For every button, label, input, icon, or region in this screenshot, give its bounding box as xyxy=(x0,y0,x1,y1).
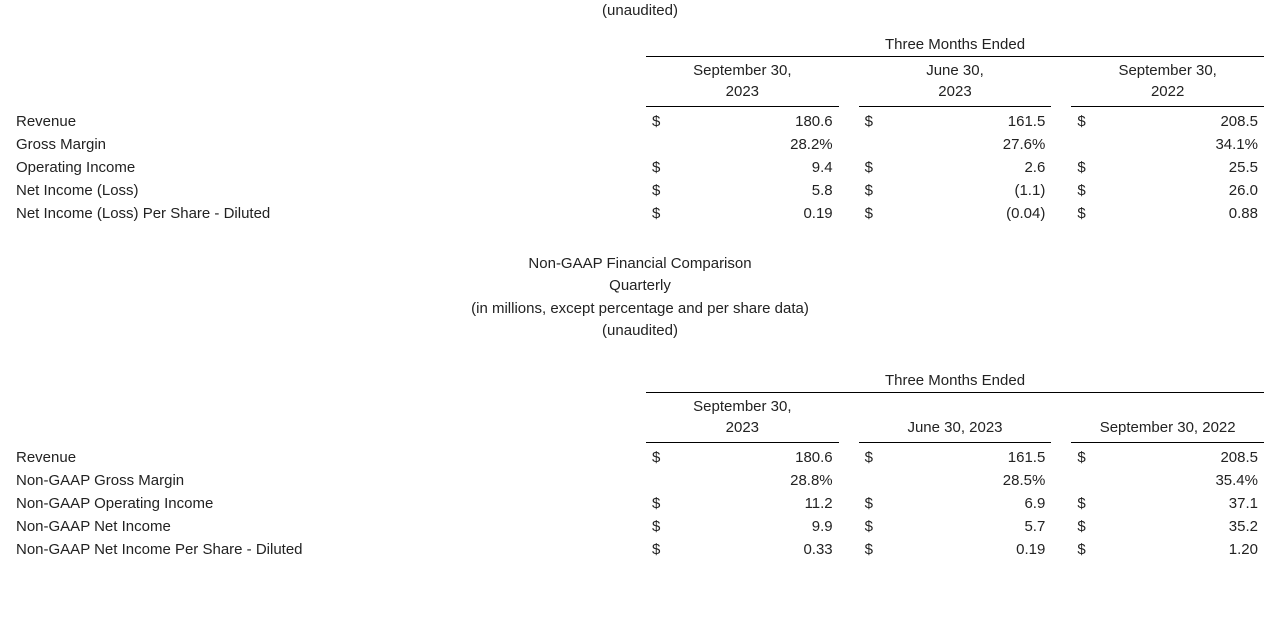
currency-symbol: $ xyxy=(1071,538,1101,561)
currency-symbol: $ xyxy=(1071,442,1101,469)
currency-symbol xyxy=(859,133,889,156)
currency-symbol: $ xyxy=(1071,202,1101,225)
currency-symbol: $ xyxy=(859,492,889,515)
row-label: Non-GAAP Net Income xyxy=(16,515,646,538)
period-2: June 30,2023 xyxy=(859,56,1052,106)
table-row: Non-GAAP Operating Income$11.2$6.9$37.1 xyxy=(16,492,1264,515)
cell-value: 35.2 xyxy=(1101,515,1264,538)
row-label: Gross Margin xyxy=(16,133,646,156)
cell-value: (1.1) xyxy=(889,179,1052,202)
currency-symbol xyxy=(646,469,676,492)
top-subtitle: (unaudited) xyxy=(16,0,1264,23)
period2-3: September 30, 2022 xyxy=(1071,392,1264,442)
cell-value: 1.20 xyxy=(1101,538,1264,561)
currency-symbol: $ xyxy=(646,156,676,179)
cell-value: 0.19 xyxy=(889,538,1052,561)
cell-value: 11.2 xyxy=(676,492,839,515)
cell-value: 5.7 xyxy=(889,515,1052,538)
currency-symbol: $ xyxy=(646,106,676,133)
cell-value: 9.9 xyxy=(676,515,839,538)
currency-symbol xyxy=(1071,469,1101,492)
cell-value: 180.6 xyxy=(676,106,839,133)
cell-value: 161.5 xyxy=(889,442,1052,469)
currency-symbol: $ xyxy=(646,179,676,202)
cell-value: 0.88 xyxy=(1101,202,1264,225)
nongaap-table: Three Months Ended September 30,2023 Jun… xyxy=(16,369,1264,561)
currency-symbol: $ xyxy=(646,515,676,538)
nongaap-heading: Non-GAAP Financial Comparison Quarterly … xyxy=(16,253,1264,343)
table-row: Non-GAAP Net Income Per Share - Diluted$… xyxy=(16,538,1264,561)
currency-symbol: $ xyxy=(1071,106,1101,133)
table-row: Non-GAAP Gross Margin 28.8% 28.5% 35.4% xyxy=(16,469,1264,492)
currency-symbol: $ xyxy=(859,202,889,225)
table-row: Non-GAAP Net Income$9.9$5.7$35.2 xyxy=(16,515,1264,538)
cell-value: 35.4% xyxy=(1101,469,1264,492)
cell-value: 25.5 xyxy=(1101,156,1264,179)
table-row: Gross Margin 28.2% 27.6% 34.1% xyxy=(16,133,1264,156)
cell-value: 27.6% xyxy=(889,133,1052,156)
row-label: Non-GAAP Gross Margin xyxy=(16,469,646,492)
cell-value: 6.9 xyxy=(889,492,1052,515)
currency-symbol: $ xyxy=(646,442,676,469)
cell-value: 180.6 xyxy=(676,442,839,469)
cell-value: 28.8% xyxy=(676,469,839,492)
row-label: Net Income (Loss) Per Share - Diluted xyxy=(16,202,646,225)
period-3: September 30,2022 xyxy=(1071,56,1264,106)
row-label: Net Income (Loss) xyxy=(16,179,646,202)
table-row: Net Income (Loss)$5.8$(1.1)$26.0 xyxy=(16,179,1264,202)
cell-value: (0.04) xyxy=(889,202,1052,225)
cell-value: 9.4 xyxy=(676,156,839,179)
cell-value: 28.2% xyxy=(676,133,839,156)
gaap-table: Three Months Ended September 30,2023 Jun… xyxy=(16,33,1264,225)
cell-value: 34.1% xyxy=(1101,133,1264,156)
super-header: Three Months Ended xyxy=(646,33,1264,57)
currency-symbol xyxy=(859,469,889,492)
cell-value: 2.6 xyxy=(889,156,1052,179)
cell-value: 37.1 xyxy=(1101,492,1264,515)
row-label: Non-GAAP Net Income Per Share - Diluted xyxy=(16,538,646,561)
table-row: Revenue$180.6$161.5$208.5 xyxy=(16,106,1264,133)
cell-value: 208.5 xyxy=(1101,442,1264,469)
cell-value: 208.5 xyxy=(1101,106,1264,133)
period-1: September 30,2023 xyxy=(646,56,839,106)
currency-symbol: $ xyxy=(1071,156,1101,179)
super-header-2: Three Months Ended xyxy=(646,369,1264,393)
cell-value: 161.5 xyxy=(889,106,1052,133)
currency-symbol: $ xyxy=(859,538,889,561)
cell-value: 0.19 xyxy=(676,202,839,225)
currency-symbol: $ xyxy=(1071,179,1101,202)
currency-symbol: $ xyxy=(646,538,676,561)
cell-value: 28.5% xyxy=(889,469,1052,492)
period2-2: June 30, 2023 xyxy=(859,392,1052,442)
cell-value: 26.0 xyxy=(1101,179,1264,202)
currency-symbol: $ xyxy=(1071,492,1101,515)
row-label: Operating Income xyxy=(16,156,646,179)
table-row: Net Income (Loss) Per Share - Diluted$0.… xyxy=(16,202,1264,225)
row-label: Revenue xyxy=(16,106,646,133)
currency-symbol: $ xyxy=(646,202,676,225)
currency-symbol: $ xyxy=(859,515,889,538)
currency-symbol: $ xyxy=(859,106,889,133)
currency-symbol: $ xyxy=(646,492,676,515)
currency-symbol: $ xyxy=(859,179,889,202)
table-row: Revenue$180.6$161.5$208.5 xyxy=(16,442,1264,469)
row-label: Revenue xyxy=(16,442,646,469)
currency-symbol xyxy=(646,133,676,156)
period2-1: September 30,2023 xyxy=(646,392,839,442)
cell-value: 5.8 xyxy=(676,179,839,202)
currency-symbol xyxy=(1071,133,1101,156)
currency-symbol: $ xyxy=(859,156,889,179)
cell-value: 0.33 xyxy=(676,538,839,561)
currency-symbol: $ xyxy=(1071,515,1101,538)
currency-symbol: $ xyxy=(859,442,889,469)
table-row: Operating Income$9.4$2.6$25.5 xyxy=(16,156,1264,179)
row-label: Non-GAAP Operating Income xyxy=(16,492,646,515)
